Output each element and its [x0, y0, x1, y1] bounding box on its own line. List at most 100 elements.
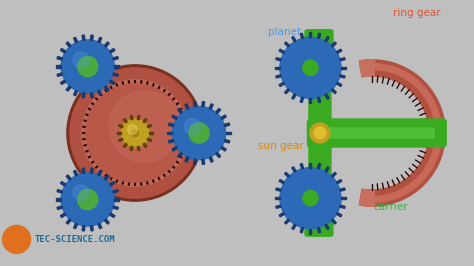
Polygon shape	[66, 219, 71, 224]
FancyBboxPatch shape	[314, 128, 434, 138]
Polygon shape	[340, 75, 345, 78]
Polygon shape	[91, 226, 93, 231]
Polygon shape	[337, 49, 342, 53]
Polygon shape	[82, 226, 85, 231]
Polygon shape	[104, 175, 109, 180]
Circle shape	[121, 119, 149, 147]
Polygon shape	[61, 48, 66, 53]
Polygon shape	[301, 97, 303, 102]
Polygon shape	[337, 180, 342, 184]
Polygon shape	[185, 157, 189, 162]
Circle shape	[73, 185, 89, 201]
Polygon shape	[73, 170, 78, 176]
Polygon shape	[292, 94, 296, 99]
Polygon shape	[279, 82, 284, 86]
Polygon shape	[310, 229, 311, 234]
Circle shape	[310, 123, 330, 143]
Polygon shape	[82, 35, 85, 40]
Polygon shape	[91, 93, 93, 98]
Polygon shape	[325, 36, 329, 42]
Circle shape	[109, 91, 181, 162]
Polygon shape	[275, 197, 280, 199]
Polygon shape	[276, 188, 281, 191]
Polygon shape	[109, 48, 115, 53]
Polygon shape	[149, 132, 153, 134]
Polygon shape	[109, 181, 115, 186]
FancyBboxPatch shape	[308, 119, 446, 147]
Circle shape	[2, 225, 31, 253]
Wedge shape	[359, 60, 445, 206]
Text: planet gear: planet gear	[268, 27, 328, 37]
Polygon shape	[284, 172, 290, 177]
Circle shape	[132, 130, 138, 136]
Polygon shape	[66, 86, 71, 91]
Polygon shape	[216, 152, 220, 157]
Polygon shape	[292, 167, 296, 172]
Polygon shape	[325, 224, 329, 230]
FancyBboxPatch shape	[305, 179, 333, 236]
Polygon shape	[118, 124, 123, 128]
Circle shape	[303, 190, 318, 206]
Polygon shape	[91, 168, 93, 173]
Circle shape	[314, 127, 326, 139]
Polygon shape	[331, 219, 337, 224]
Circle shape	[280, 168, 341, 229]
Polygon shape	[325, 94, 329, 99]
Polygon shape	[57, 57, 63, 60]
Polygon shape	[224, 123, 230, 127]
Circle shape	[128, 125, 137, 134]
Polygon shape	[178, 152, 182, 157]
Polygon shape	[61, 80, 66, 85]
Polygon shape	[114, 198, 119, 201]
Polygon shape	[301, 164, 303, 169]
Polygon shape	[331, 89, 337, 94]
Circle shape	[173, 106, 226, 160]
Polygon shape	[209, 104, 213, 109]
Polygon shape	[226, 132, 231, 134]
Circle shape	[61, 40, 114, 93]
Polygon shape	[123, 143, 127, 148]
Polygon shape	[73, 223, 78, 229]
Polygon shape	[193, 159, 196, 164]
Circle shape	[82, 80, 188, 186]
Circle shape	[61, 173, 114, 226]
Polygon shape	[66, 175, 71, 180]
Polygon shape	[113, 190, 118, 193]
Polygon shape	[113, 73, 118, 76]
Polygon shape	[276, 58, 281, 61]
Wedge shape	[366, 64, 442, 202]
Polygon shape	[292, 224, 296, 230]
Polygon shape	[216, 109, 220, 114]
Polygon shape	[318, 33, 320, 39]
Polygon shape	[143, 143, 147, 148]
Polygon shape	[318, 227, 320, 233]
Text: carrier: carrier	[373, 202, 408, 213]
Polygon shape	[172, 115, 177, 119]
Polygon shape	[178, 109, 182, 114]
Polygon shape	[73, 37, 78, 43]
Polygon shape	[91, 35, 93, 40]
Polygon shape	[318, 164, 320, 169]
Polygon shape	[66, 42, 71, 47]
Polygon shape	[113, 206, 118, 209]
Polygon shape	[73, 90, 78, 96]
Polygon shape	[292, 36, 296, 42]
Polygon shape	[82, 93, 85, 98]
Polygon shape	[61, 181, 66, 186]
Polygon shape	[202, 102, 205, 107]
Polygon shape	[118, 138, 123, 142]
Polygon shape	[301, 33, 303, 39]
Polygon shape	[57, 190, 63, 193]
Polygon shape	[209, 157, 213, 162]
Polygon shape	[104, 42, 109, 47]
Polygon shape	[310, 163, 311, 168]
Polygon shape	[167, 132, 173, 134]
Polygon shape	[279, 49, 284, 53]
Polygon shape	[331, 42, 337, 47]
Polygon shape	[113, 57, 118, 60]
Polygon shape	[310, 32, 311, 37]
Polygon shape	[147, 138, 152, 142]
Polygon shape	[57, 206, 63, 209]
Polygon shape	[221, 115, 226, 119]
Polygon shape	[284, 89, 290, 94]
